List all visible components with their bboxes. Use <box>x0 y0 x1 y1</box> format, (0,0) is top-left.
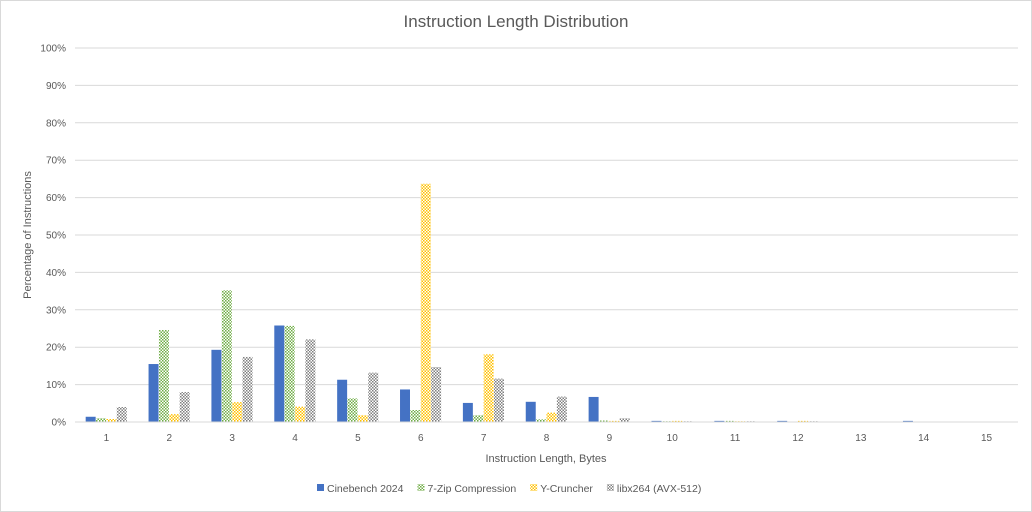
bar <box>431 367 442 422</box>
bar <box>368 372 379 422</box>
bar <box>714 420 725 422</box>
bar <box>347 398 358 422</box>
bar <box>274 325 285 422</box>
bar <box>232 402 243 422</box>
bar <box>536 419 547 422</box>
x-tick-label: 2 <box>167 433 173 444</box>
y-tick-label: 30% <box>46 305 66 316</box>
bar <box>420 183 431 422</box>
bar <box>556 396 567 422</box>
bar <box>619 418 630 422</box>
bar <box>169 414 180 422</box>
bar <box>777 420 788 422</box>
y-axis-ticks: 0% 10% 20% 30% 40% 50% 60% 70% 80% 90% 100% <box>40 44 66 429</box>
y-tick-label: 0% <box>52 418 67 429</box>
gridlines <box>75 47 1018 386</box>
legend-swatch <box>530 484 538 491</box>
x-axis-label: Instruction Length, Bytes <box>485 453 607 465</box>
x-tick-label: 7 <box>481 433 487 444</box>
bar <box>148 364 159 422</box>
bar <box>609 420 620 422</box>
legend-swatch <box>606 484 614 491</box>
bar <box>211 349 222 422</box>
bar <box>242 356 253 422</box>
bar <box>284 325 295 422</box>
bar <box>724 420 735 422</box>
x-tick-label: 11 <box>730 433 741 444</box>
y-tick-label: 60% <box>46 193 66 204</box>
y-tick-label: 90% <box>46 81 66 92</box>
bars <box>85 183 913 422</box>
x-tick-label: 13 <box>855 433 867 444</box>
bar <box>598 420 609 422</box>
legend-swatch <box>317 484 324 491</box>
bar <box>106 419 117 422</box>
x-tick-label: 3 <box>229 433 235 444</box>
bar <box>221 290 232 422</box>
x-tick-label: 15 <box>981 433 993 444</box>
bar <box>337 379 348 422</box>
bar <box>357 415 368 422</box>
bar <box>158 329 169 422</box>
x-tick-label: 12 <box>792 433 804 444</box>
x-tick-label: 4 <box>292 433 298 444</box>
bar <box>305 339 316 422</box>
x-axis-ticks: 1 2 3 4 5 6 7 8 9 10 11 12 13 14 15 <box>104 433 993 444</box>
x-tick-label: 10 <box>667 433 679 444</box>
bar <box>797 420 808 422</box>
legend-label: Y-Cruncher <box>540 483 593 495</box>
bar <box>525 401 536 422</box>
y-tick-label: 70% <box>46 156 66 167</box>
bar <box>96 418 107 422</box>
y-tick-label: 50% <box>46 231 66 242</box>
x-tick-label: 9 <box>607 433 613 444</box>
bar <box>473 415 484 422</box>
y-tick-label: 40% <box>46 268 66 279</box>
x-tick-label: 8 <box>544 433 550 444</box>
bar <box>179 392 190 422</box>
bar <box>546 412 557 422</box>
bar <box>462 402 473 422</box>
bar <box>295 406 306 422</box>
legend-label: Cinebench 2024 <box>327 483 404 495</box>
y-axis-label: Percentage of Instructions <box>22 171 34 299</box>
bar <box>116 407 127 422</box>
x-tick-label: 14 <box>918 433 930 444</box>
bar <box>483 354 494 422</box>
bar <box>85 416 96 422</box>
legend-swatch <box>417 484 425 491</box>
legend-label: libx264 (AVX-512) <box>617 483 701 495</box>
y-tick-label: 80% <box>46 118 66 129</box>
x-tick-label: 1 <box>104 433 110 444</box>
y-tick-label: 10% <box>46 380 66 391</box>
bar <box>400 389 410 422</box>
chart-title: Instruction Length Distribution <box>404 12 629 31</box>
bar <box>588 396 599 422</box>
bar <box>902 420 913 422</box>
y-tick-label: 20% <box>46 343 66 354</box>
legend-label: 7-Zip Compression <box>427 483 516 495</box>
bar <box>494 378 504 422</box>
bar <box>672 420 683 422</box>
bar <box>651 420 662 422</box>
x-tick-label: 5 <box>355 433 361 444</box>
x-tick-label: 6 <box>418 433 424 444</box>
bar <box>410 410 421 422</box>
legend: Cinebench 2024 7-Zip Compression Y-Crunche… <box>317 483 701 495</box>
y-tick-label: 100% <box>40 44 66 55</box>
